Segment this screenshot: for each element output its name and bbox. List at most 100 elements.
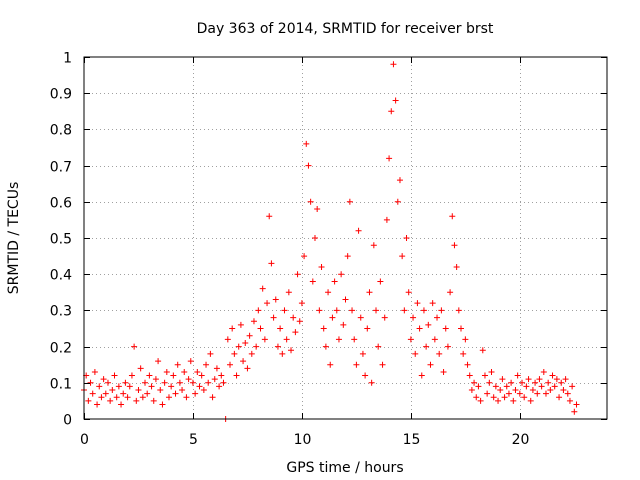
data-point <box>383 216 390 223</box>
data-point <box>192 390 199 397</box>
data-point <box>368 379 375 386</box>
data-point <box>327 361 334 368</box>
data-point <box>451 242 458 249</box>
data-point <box>501 394 508 401</box>
data-point <box>270 314 277 321</box>
data-point <box>257 325 264 332</box>
data-point <box>179 387 186 394</box>
data-point <box>102 390 109 397</box>
data-point <box>560 387 567 394</box>
data-point <box>148 383 155 390</box>
data-point <box>495 397 502 404</box>
data-point <box>355 227 362 234</box>
data-point <box>200 387 207 394</box>
x-tick-label: 0 <box>80 432 89 448</box>
data-point <box>211 376 218 383</box>
data-point <box>231 350 238 357</box>
data-point <box>118 401 125 408</box>
data-point <box>159 401 166 408</box>
data-point <box>111 372 118 379</box>
data-point <box>253 343 260 350</box>
data-point <box>447 289 454 296</box>
data-point <box>126 383 133 390</box>
data-point <box>279 350 286 357</box>
data-point <box>240 358 247 365</box>
data-point <box>436 350 443 357</box>
data-point <box>481 372 488 379</box>
data-point <box>434 314 441 321</box>
data-point <box>288 347 295 354</box>
data-point <box>386 155 393 162</box>
data-point <box>170 372 177 379</box>
axis-ticks <box>84 57 607 420</box>
data-point <box>349 307 356 314</box>
data-point <box>213 365 220 372</box>
data-point <box>272 296 279 303</box>
data-point <box>403 235 410 241</box>
data-point <box>311 235 318 241</box>
grid-lines <box>84 57 607 419</box>
data-point <box>128 372 135 379</box>
data-point <box>492 383 499 390</box>
data-point <box>316 307 323 314</box>
data-point <box>259 285 266 292</box>
data-point <box>218 372 225 379</box>
data-point <box>418 372 425 379</box>
data-point <box>142 379 149 386</box>
data-point <box>425 321 432 328</box>
data-point <box>155 358 162 365</box>
data-point <box>534 390 541 397</box>
x-tick-label: 20 <box>512 432 530 448</box>
data-point <box>163 368 170 375</box>
data-point <box>205 379 212 386</box>
data-point <box>174 361 181 368</box>
data-point <box>314 206 321 213</box>
x-tick-label: 15 <box>403 432 421 448</box>
data-point <box>290 314 297 321</box>
data-point <box>455 307 462 314</box>
data-point <box>120 390 127 397</box>
data-point <box>508 379 515 386</box>
data-point <box>216 383 223 390</box>
data-point <box>220 379 227 386</box>
data-point <box>150 397 157 404</box>
data-point <box>89 390 96 397</box>
data-point <box>264 300 271 307</box>
data-point <box>462 336 469 343</box>
data-point <box>486 379 493 386</box>
data-point <box>388 108 395 115</box>
data-point <box>85 397 92 404</box>
data-point <box>412 350 419 357</box>
data-point <box>194 368 201 375</box>
data-point <box>122 379 129 386</box>
data-point <box>519 379 526 386</box>
data-point <box>144 390 151 397</box>
data-point <box>364 325 371 332</box>
data-point <box>562 376 569 383</box>
data-point <box>379 361 386 368</box>
data-point <box>152 376 159 383</box>
data-point <box>233 372 240 379</box>
data-point <box>477 397 484 404</box>
data-point <box>322 343 329 350</box>
data-point <box>542 390 549 397</box>
y-tick-label: 0.1 <box>50 377 72 393</box>
data-point <box>325 289 332 296</box>
data-point <box>405 289 412 296</box>
data-point <box>359 350 366 357</box>
data-point <box>285 289 292 296</box>
data-point <box>407 336 414 343</box>
data-point <box>168 383 175 390</box>
data-point <box>479 347 486 354</box>
data-point <box>566 397 573 404</box>
data-point <box>344 253 351 260</box>
y-axis-label: SRMTID / TECUs <box>6 182 22 295</box>
data-point <box>556 394 563 401</box>
data-point <box>414 300 421 307</box>
data-point <box>449 213 456 220</box>
data-point <box>235 343 242 350</box>
data-points <box>81 61 580 422</box>
data-point <box>281 307 288 314</box>
data-point <box>551 383 558 390</box>
